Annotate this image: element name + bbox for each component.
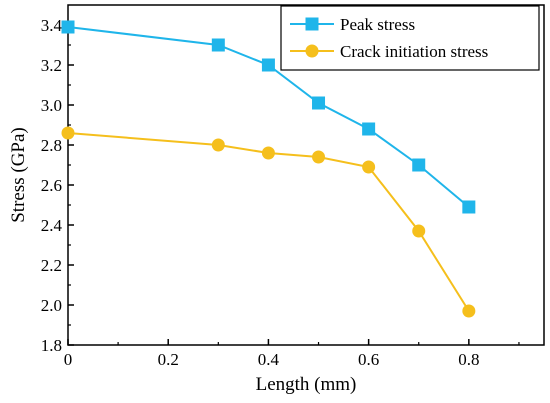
data-point-circle	[211, 138, 225, 152]
x-axis-title: Length (mm)	[256, 374, 357, 395]
x-tick-label: 0	[64, 350, 73, 369]
legend-item-1: Peak stress	[290, 15, 415, 34]
x-tick-label: 0.8	[458, 350, 479, 369]
data-point-square	[312, 96, 326, 110]
plot-area	[67, 4, 545, 346]
y-tick-label: 3.4	[41, 16, 63, 35]
data-point-circle	[412, 224, 426, 238]
legend-marker-square	[305, 17, 319, 31]
y-axis-title: Stress (GPa)	[8, 127, 29, 223]
data-point-circle	[462, 304, 476, 318]
y-tick-label: 3.0	[41, 96, 62, 115]
y-tick-label: 2.0	[41, 296, 62, 315]
y-tick-label: 2.8	[41, 136, 62, 155]
y-tick-label: 3.2	[41, 56, 62, 75]
y-tick-label: 2.4	[41, 216, 63, 235]
legend: Peak stress Crack initiation stress	[280, 5, 540, 71]
data-point-square	[61, 20, 75, 34]
data-point-circle	[261, 146, 275, 160]
legend-item-2: Crack initiation stress	[290, 42, 488, 61]
y-tick-label: 2.6	[41, 176, 62, 195]
x-tick-label: 0.6	[358, 350, 379, 369]
legend-box	[280, 5, 540, 71]
legend-marker-circle	[305, 44, 319, 58]
data-point-square	[412, 158, 426, 172]
series-1	[61, 20, 476, 214]
data-point-circle	[362, 160, 376, 174]
series-line	[67, 132, 470, 312]
plot-frame	[67, 4, 545, 346]
legend-label: Peak stress	[340, 15, 415, 34]
x-tick-label: 0.2	[158, 350, 179, 369]
series-layer	[61, 20, 476, 318]
series-2	[61, 126, 476, 318]
data-point-square	[362, 122, 376, 136]
data-point-square	[211, 38, 225, 52]
data-point-square	[462, 200, 476, 214]
x-axis-ticks: 0 0.2 0.4 0.6 0.8	[64, 339, 520, 369]
y-tick-label: 1.8	[41, 336, 62, 355]
data-point-circle	[312, 150, 326, 164]
x-tick-label: 0.4	[258, 350, 280, 369]
data-point-circle	[61, 126, 75, 140]
y-tick-label: 2.2	[41, 256, 62, 275]
data-point-square	[261, 58, 275, 72]
legend-label: Crack initiation stress	[340, 42, 488, 61]
y-axis-ticks: 1.8 2.0 2.2 2.4 2.6 2.8 3.0 3.2 3.4	[41, 16, 74, 355]
